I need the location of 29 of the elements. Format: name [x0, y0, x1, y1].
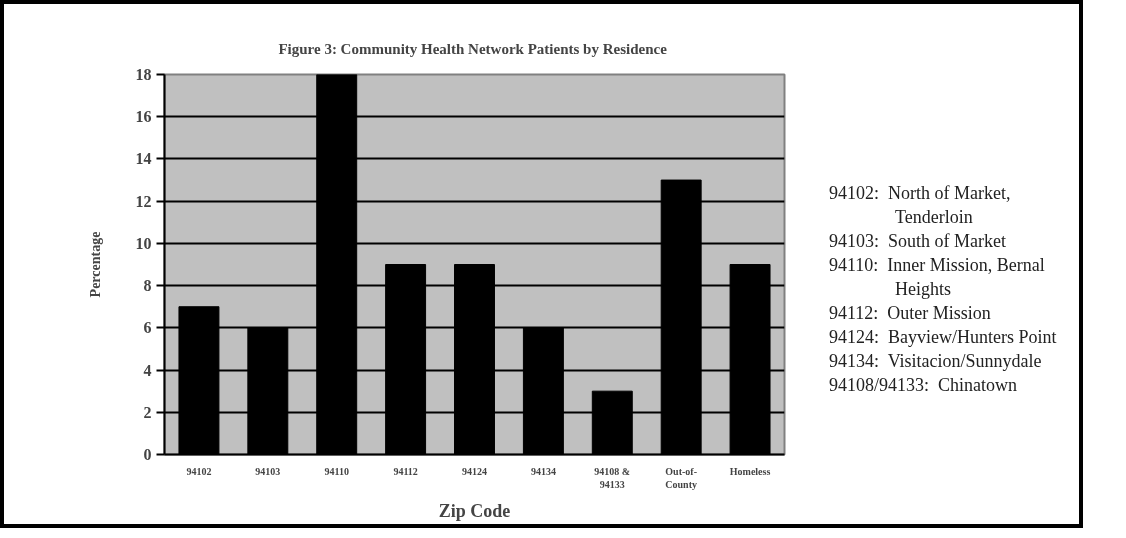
y-tick-label: 0	[143, 446, 152, 463]
y-axis-title: Percentage	[87, 231, 103, 298]
y-tick-label: 12	[135, 192, 152, 210]
text: 94134: Visitacion/Sunnydale	[829, 349, 1043, 373]
x-tick-label: 94124	[462, 465, 487, 477]
x-tick-label: 94108 & 94133	[594, 465, 631, 490]
y-tick-label: 18	[135, 66, 152, 83]
x-tick-label: 94134	[530, 465, 556, 477]
x-axis-title: Zip Code	[438, 500, 511, 521]
text: 94103: South of Market	[829, 229, 1007, 253]
text: 94108/94133: Chinatown	[829, 373, 1018, 397]
x-tick-label: Out-of- County	[665, 465, 698, 490]
text: 94112: Outer Mission	[829, 301, 992, 325]
x-tick-label: Homeless	[729, 465, 771, 477]
x-tick-label: 94103	[255, 465, 281, 477]
y-tick-label: 14	[135, 150, 152, 168]
y-tick-label: 8	[143, 277, 152, 295]
y-tick-label: 16	[135, 108, 152, 126]
text: 94124: Bayview/Hunters Point	[829, 325, 1058, 349]
text: 94110: Inner Mission, Bernal Heights	[829, 253, 1046, 301]
x-tick-label: 94110	[324, 465, 349, 477]
x-tick-label: 94112	[393, 465, 418, 477]
chart-title: Figure 3: Community Health Network Patients by Residence	[278, 40, 668, 57]
y-tick-label: 2	[143, 403, 152, 421]
y-tick-label: 10	[135, 234, 152, 252]
y-tick-label: 6	[143, 319, 152, 337]
y-tick-label: 4	[143, 361, 152, 379]
x-tick-label: 94102	[186, 465, 212, 477]
text: 94102: North of Market, Tenderloin	[829, 182, 1012, 229]
